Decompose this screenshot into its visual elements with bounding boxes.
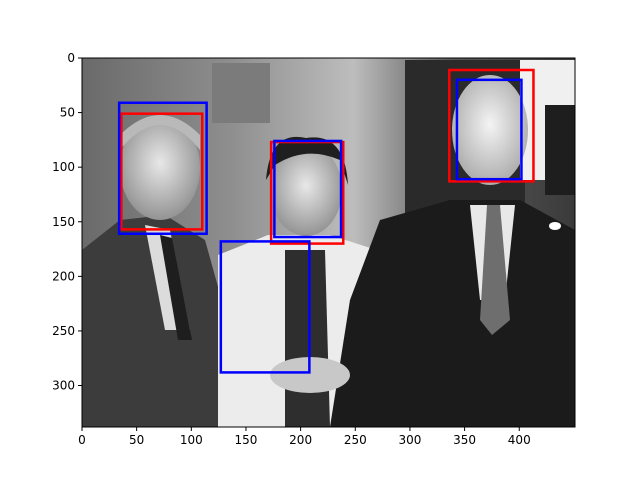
x-tick-label: 200: [289, 433, 312, 447]
blue-hands-box: [219, 240, 311, 374]
y-tick-label: 50: [60, 106, 75, 120]
y-tick-label: 200: [52, 269, 75, 283]
grayscale-photo: [82, 58, 575, 427]
x-tick-label: 400: [508, 433, 531, 447]
x-tick-label: 250: [344, 433, 367, 447]
y-tick-label: 300: [52, 379, 75, 393]
blue-face-1-box: [117, 101, 208, 236]
y-tick-label: 0: [67, 51, 75, 65]
box-layer: [117, 68, 535, 374]
x-tick-label: 100: [180, 433, 203, 447]
red-face-1-box: [120, 112, 204, 231]
x-tick-label: 150: [235, 433, 258, 447]
axes-frame: [81, 57, 576, 428]
y-axis: 0 50 100 150 200 250 300: [52, 51, 82, 393]
blue-face-3-box: [455, 78, 523, 181]
x-tick-label: 300: [398, 433, 421, 447]
x-axis: 0 50 100 150 200 250 300 350 400: [78, 427, 531, 447]
red-face-3-box: [448, 68, 535, 183]
y-tick-label: 150: [52, 215, 75, 229]
x-tick-label: 0: [78, 433, 86, 447]
y-tick-label: 100: [52, 160, 75, 174]
blue-face-2-box: [273, 139, 343, 239]
y-tick-label: 250: [52, 324, 75, 338]
x-tick-label: 350: [453, 433, 476, 447]
x-tick-label: 50: [129, 433, 144, 447]
